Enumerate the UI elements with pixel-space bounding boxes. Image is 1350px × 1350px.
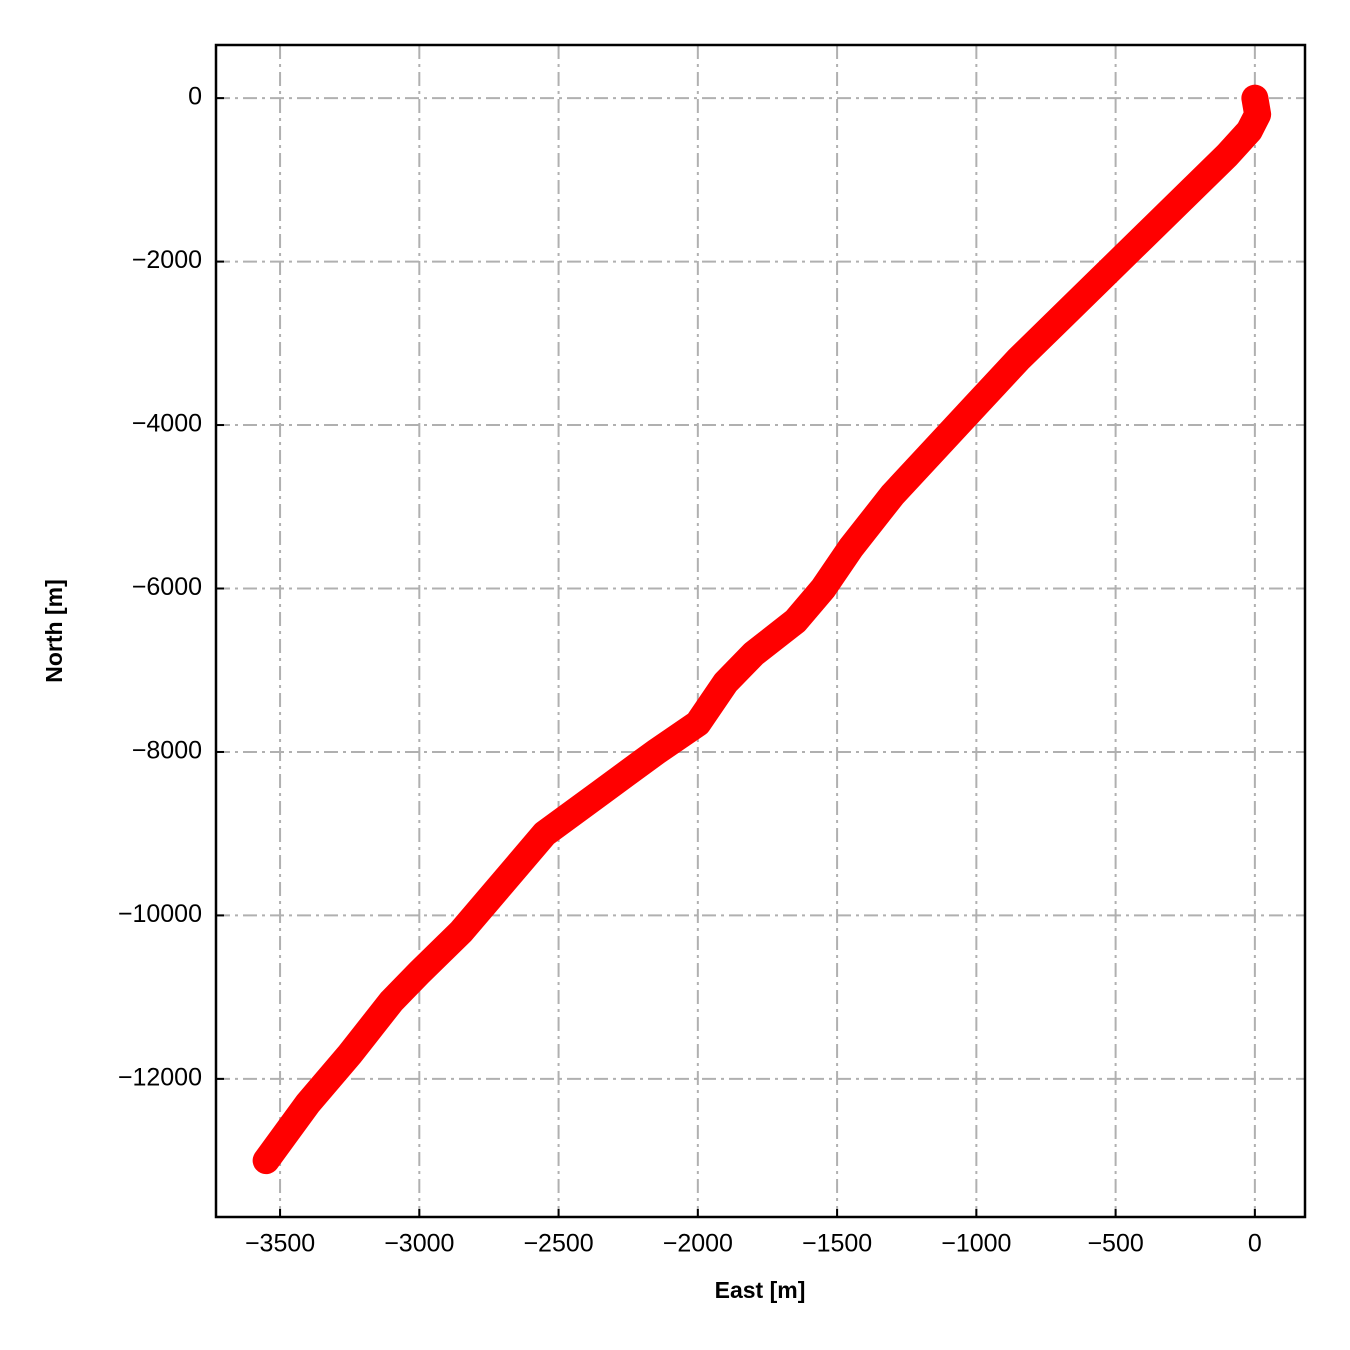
x-tick-label: −3000 [384,1230,454,1258]
x-tick-label: −3500 [245,1230,315,1258]
y-tick-label: −12000 [118,1063,202,1091]
y-tick-label: −6000 [132,573,202,601]
x-tick-label: −2500 [523,1230,593,1258]
x-tick-label: −500 [1087,1230,1143,1258]
x-tick-label: −1000 [941,1230,1011,1258]
x-tick-label: −1500 [802,1230,872,1258]
x-axis-label: East [m] [715,1277,806,1303]
trajectory [252,84,1272,1175]
y-tick-label: 0 [188,83,202,111]
x-tick-label: −2000 [663,1230,733,1258]
x-tick-label: 0 [1248,1230,1262,1258]
y-axis-label: North [m] [41,579,67,682]
y-tick-label: −2000 [132,246,202,274]
y-tick-label: −10000 [118,900,202,928]
plot-frame [214,43,1307,1219]
y-tick-label: −8000 [132,737,202,765]
y-tick-label: −4000 [132,410,202,438]
